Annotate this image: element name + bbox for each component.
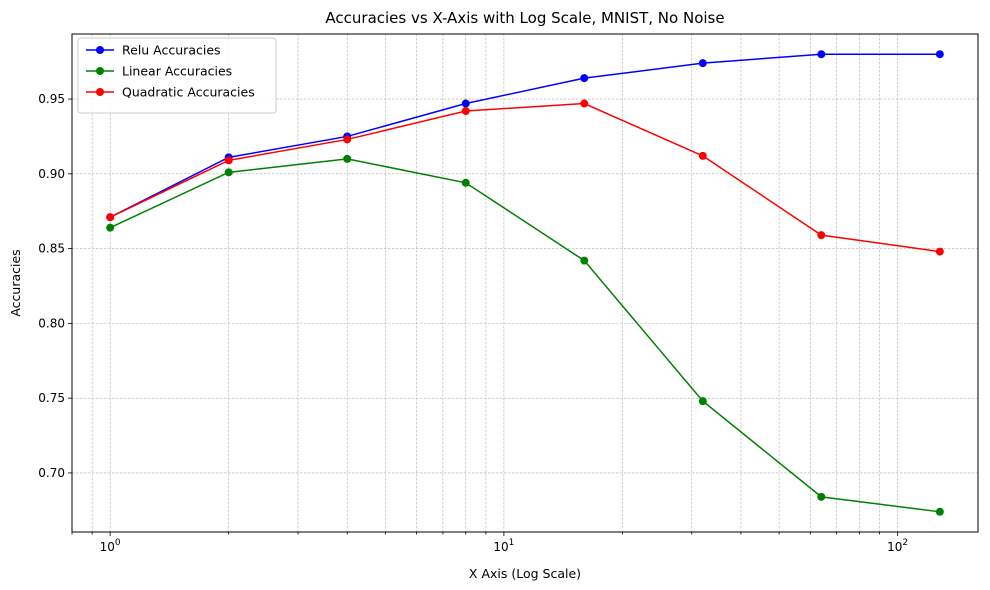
legend-label: Linear Accuracies: [122, 64, 232, 79]
y-tick-label: 0.90: [38, 167, 65, 181]
x-tick-base: 10: [100, 540, 115, 554]
legend-item: Quadratic Accuracies: [86, 85, 255, 100]
series-linear: [106, 154, 944, 516]
series-line: [109, 158, 940, 513]
legend-label: Relu Accuracies: [122, 43, 221, 58]
data-point: [580, 256, 589, 265]
legend-label: Quadratic Accuracies: [122, 85, 255, 100]
x-axis-ticks: 100 101 102: [71, 532, 908, 554]
chart-title: Accuracies vs X-Axis with Log Scale, MNI…: [325, 9, 724, 27]
data-point: [935, 247, 944, 256]
x-tick-label: 100: [100, 538, 121, 554]
x-tick-base: 10: [493, 540, 508, 554]
data-point: [461, 107, 470, 116]
legend-item: Relu Accuracies: [86, 43, 221, 58]
data-point: [817, 50, 826, 59]
legend-item: Linear Accuracies: [86, 64, 232, 79]
data-point: [935, 50, 944, 59]
x-tick-label: 101: [493, 538, 514, 554]
series-line: [109, 102, 940, 253]
legend-box: [77, 37, 277, 114]
x-axis-label: X Axis (Log Scale): [469, 566, 581, 581]
grid-lines: [71, 34, 978, 532]
legend-swatch-marker: [96, 88, 104, 96]
y-axis-ticks: 0.70 0.75 0.80 0.85 0.90 0.95: [38, 92, 72, 480]
data-point: [224, 168, 233, 177]
x-tick-label: 102: [887, 538, 908, 554]
series-line: [109, 53, 940, 218]
data-point: [698, 59, 707, 68]
data-point: [698, 397, 707, 406]
y-tick-label: 0.80: [38, 316, 65, 330]
data-point: [817, 231, 826, 240]
data-point: [106, 223, 115, 232]
legend-swatch-marker: [96, 46, 104, 54]
y-tick-label: 0.75: [38, 391, 65, 405]
legend: Relu Accuracies Linear Accuracies Quadrati…: [77, 37, 277, 114]
data-point: [224, 156, 233, 165]
y-tick-label: 0.70: [38, 466, 65, 480]
y-tick-label: 0.95: [38, 92, 65, 106]
data-point: [580, 74, 589, 83]
data-point: [343, 154, 352, 163]
y-tick-label: 0.85: [38, 242, 65, 256]
data-point: [461, 99, 470, 108]
legend-swatch-marker: [96, 67, 104, 75]
x-tick-base: 10: [887, 540, 902, 554]
data-point: [580, 99, 589, 108]
x-tick-exponent: 0: [115, 538, 121, 548]
data-point: [817, 492, 826, 501]
data-point: [343, 135, 352, 144]
y-axis-label: Accuracies: [8, 249, 23, 316]
series-quadratic: [106, 99, 944, 256]
plot-area-frame: [71, 33, 979, 533]
data-point: [935, 507, 944, 516]
series-layer: [106, 50, 944, 516]
x-tick-exponent: 1: [509, 538, 515, 548]
data-point: [106, 213, 115, 222]
data-point: [461, 178, 470, 187]
x-tick-exponent: 2: [902, 538, 908, 548]
data-point: [698, 151, 707, 160]
